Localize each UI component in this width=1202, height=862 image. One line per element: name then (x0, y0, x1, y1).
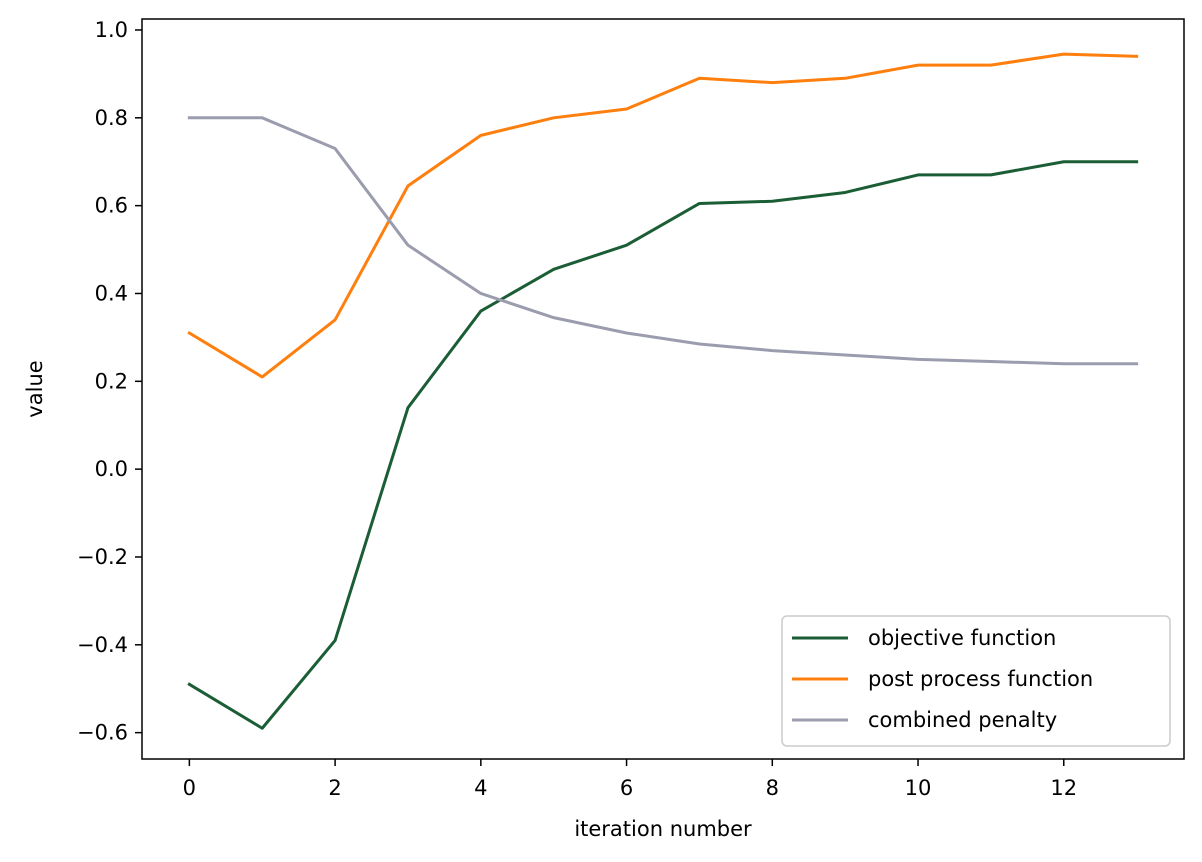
legend: objective function post process function c… (781, 615, 1171, 747)
series-layer (187, 52, 1139, 730)
legend-label: objective function (868, 626, 1056, 650)
legend-label: combined penalty (868, 708, 1057, 732)
y-tick-label: 0.4 (95, 281, 128, 305)
plot-area (141, 18, 1185, 760)
y-tick-label: 0.8 (95, 106, 128, 130)
x-axis: 0 2 4 6 8 10 12 (183, 759, 1077, 800)
series-line-3 (187, 116, 1139, 366)
x-tick-label: 12 (1050, 776, 1077, 800)
y-tick-label: −0.6 (77, 721, 128, 745)
x-tick-label: 8 (766, 776, 779, 800)
x-tick-label: 4 (474, 776, 487, 800)
x-axis-title: iteration number (574, 817, 752, 841)
axes-frame (141, 18, 1185, 760)
y-tick-label: −0.2 (77, 545, 128, 569)
series-line-2 (187, 52, 1139, 379)
x-tick-label: 0 (183, 776, 196, 800)
y-tick-label: 1.0 (95, 18, 128, 42)
legend-label: post process function (868, 667, 1093, 691)
y-tick-label: −0.4 (77, 633, 128, 657)
x-tick-label: 2 (328, 776, 341, 800)
legend-box (781, 615, 1171, 747)
series-line-1 (187, 160, 1139, 730)
y-tick-label: 0.0 (95, 457, 128, 481)
x-tick-label: 6 (620, 776, 633, 800)
y-axis: −0.6 −0.4 −0.2 0.0 0.2 0.4 0.6 0.8 1.0 (77, 18, 142, 745)
y-tick-label: 0.6 (95, 194, 128, 218)
y-tick-label: 0.2 (95, 369, 128, 393)
y-axis-title: value (23, 360, 47, 417)
x-tick-label: 10 (905, 776, 932, 800)
